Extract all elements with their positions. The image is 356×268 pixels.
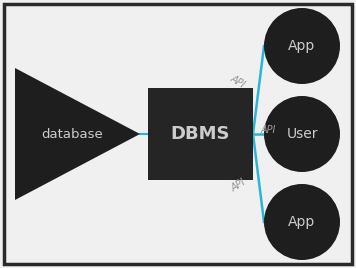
- Text: API: API: [260, 125, 276, 135]
- Text: database: database: [41, 128, 103, 140]
- Circle shape: [264, 184, 340, 260]
- Text: User: User: [286, 127, 318, 141]
- Text: API: API: [229, 177, 247, 193]
- Text: API: API: [229, 74, 247, 90]
- Polygon shape: [15, 68, 140, 200]
- Text: App: App: [288, 39, 316, 53]
- Bar: [148, 88, 253, 180]
- Text: DBMS: DBMS: [170, 125, 230, 143]
- Circle shape: [264, 8, 340, 84]
- Circle shape: [264, 96, 340, 172]
- Text: App: App: [288, 215, 316, 229]
